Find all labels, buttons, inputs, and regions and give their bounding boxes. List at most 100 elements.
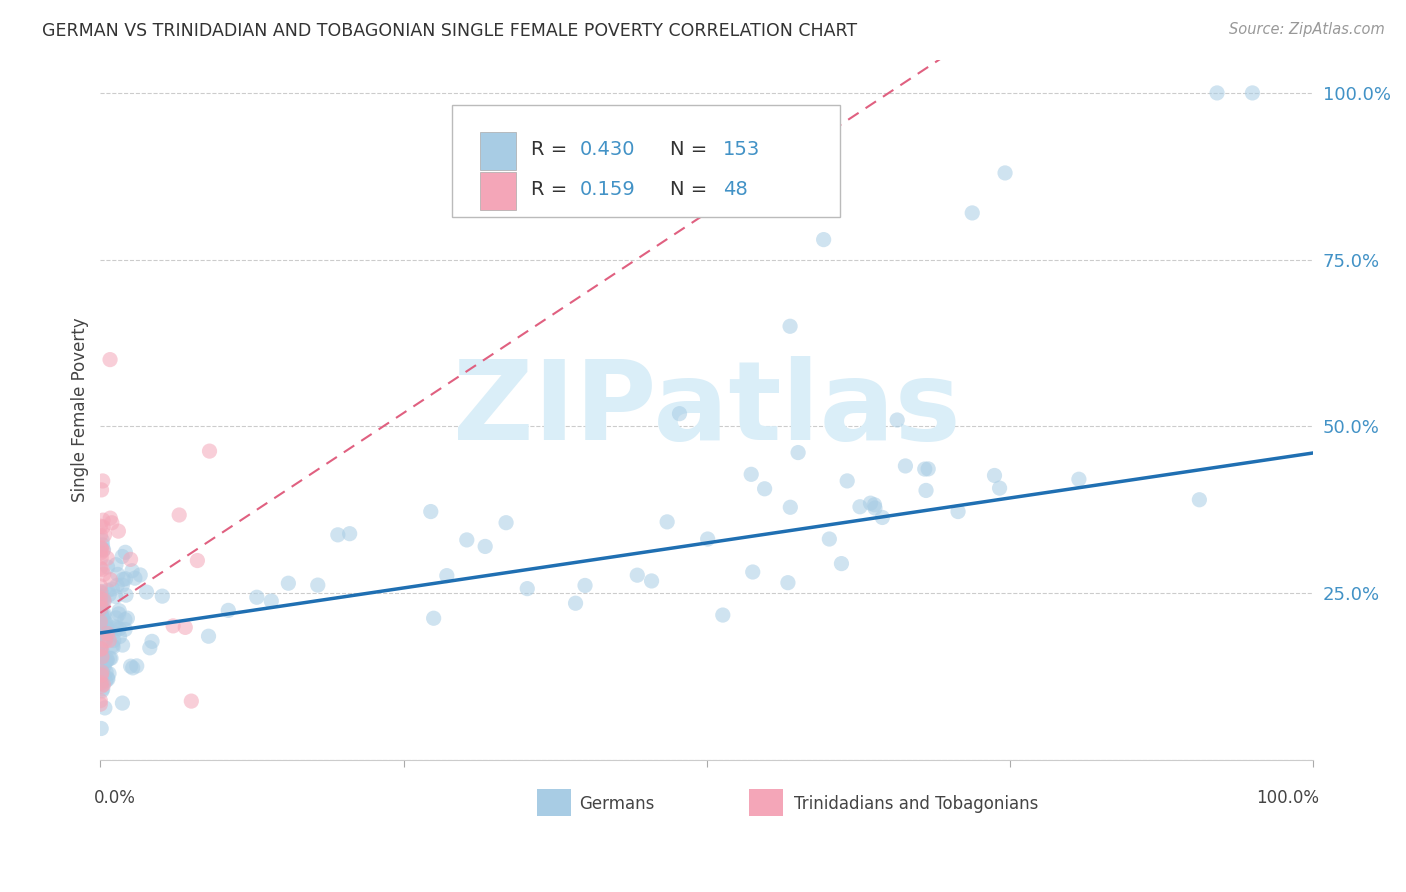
Point — [97, 560, 120, 574]
Point — [104, 590, 127, 604]
Point — [90, 591, 112, 605]
Point — [94, 615, 117, 630]
Point — [89, 602, 111, 616]
Point — [988, 481, 1011, 495]
Point — [419, 505, 441, 519]
Point — [90, 675, 112, 690]
Point — [90, 599, 112, 613]
Point — [98, 352, 121, 367]
Point — [97, 583, 120, 598]
Point — [91, 645, 114, 659]
Point — [830, 557, 852, 571]
Point — [90, 585, 112, 599]
Text: Germans: Germans — [579, 795, 655, 813]
Point — [120, 659, 142, 673]
Point — [90, 541, 112, 556]
Point — [863, 498, 886, 512]
Point — [101, 582, 124, 596]
Text: 100.0%: 100.0% — [1257, 789, 1319, 807]
Point — [872, 510, 894, 524]
FancyBboxPatch shape — [749, 789, 783, 815]
Text: GERMAN VS TRINIDADIAN AND TOBAGONIAN SINGLE FEMALE POVERTY CORRELATION CHART: GERMAN VS TRINIDADIAN AND TOBAGONIAN SIN… — [42, 22, 858, 40]
Point — [93, 659, 115, 673]
Point — [96, 654, 118, 668]
Point — [91, 562, 114, 576]
Point — [174, 620, 197, 634]
Text: Trinidadians and Tobagonians: Trinidadians and Tobagonians — [794, 795, 1039, 813]
Point — [90, 668, 112, 682]
Point — [114, 545, 136, 559]
Point — [90, 668, 112, 682]
Point — [104, 620, 127, 634]
Point — [90, 483, 112, 497]
Point — [117, 611, 139, 625]
Point — [94, 674, 117, 689]
Point — [89, 666, 111, 681]
Point — [917, 462, 939, 476]
Point — [98, 651, 121, 665]
Point — [186, 553, 208, 567]
Point — [96, 551, 118, 566]
Text: N =: N = — [671, 179, 714, 199]
Text: R =: R = — [531, 179, 574, 199]
Point — [640, 574, 662, 588]
Point — [90, 628, 112, 642]
Point — [112, 573, 135, 587]
Point — [1241, 86, 1264, 100]
FancyBboxPatch shape — [453, 105, 841, 217]
Point — [111, 638, 134, 652]
Text: N =: N = — [671, 140, 714, 159]
Point — [94, 665, 117, 680]
Point — [90, 625, 112, 640]
Point — [90, 675, 112, 690]
Point — [120, 552, 142, 566]
Point — [91, 533, 114, 548]
Point — [696, 532, 718, 546]
Point — [93, 619, 115, 633]
Point — [101, 640, 124, 654]
Point — [776, 575, 799, 590]
Point — [114, 623, 136, 637]
Point — [960, 206, 983, 220]
Point — [89, 615, 111, 629]
Point — [135, 585, 157, 599]
Point — [198, 444, 221, 458]
Point — [104, 558, 127, 572]
Point — [90, 722, 112, 736]
FancyBboxPatch shape — [479, 132, 516, 170]
Point — [1188, 492, 1211, 507]
Point — [91, 513, 114, 527]
Point — [91, 681, 114, 696]
Point — [100, 651, 122, 665]
Text: Source: ZipAtlas.com: Source: ZipAtlas.com — [1229, 22, 1385, 37]
Point — [111, 549, 134, 564]
Point — [93, 528, 115, 542]
Point — [89, 561, 111, 575]
Point — [103, 625, 125, 640]
Point — [90, 636, 112, 650]
Point — [246, 591, 269, 605]
Point — [105, 611, 128, 625]
Point — [779, 500, 801, 515]
Point — [260, 594, 283, 608]
Point — [89, 642, 111, 657]
Point — [754, 482, 776, 496]
Point — [101, 516, 124, 530]
Point — [863, 501, 886, 516]
Point — [859, 496, 882, 510]
Point — [564, 596, 586, 610]
Point — [89, 591, 111, 606]
Point — [837, 474, 859, 488]
Point — [93, 594, 115, 608]
Point — [125, 659, 148, 673]
Point — [167, 508, 190, 522]
Point — [90, 626, 112, 640]
Point — [90, 599, 112, 614]
Point — [139, 640, 162, 655]
Point — [740, 467, 762, 482]
Point — [90, 609, 112, 624]
Point — [114, 613, 136, 627]
Point — [90, 584, 112, 599]
Point — [107, 607, 129, 621]
Point — [326, 528, 349, 542]
